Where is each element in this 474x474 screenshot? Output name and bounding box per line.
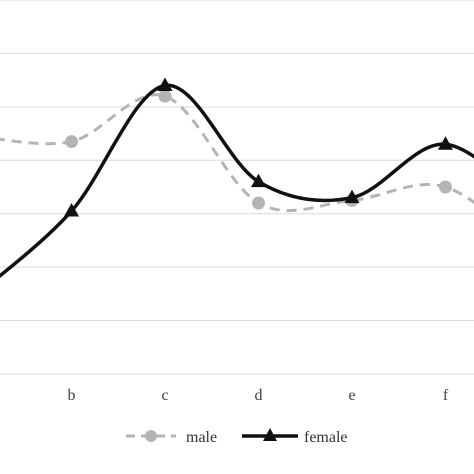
data-point-female <box>251 173 266 188</box>
series-line-female <box>0 83 474 279</box>
series-line-male <box>0 93 474 213</box>
data-point-male <box>158 89 172 103</box>
legend-female-marker <box>263 428 277 441</box>
series-male <box>0 89 474 213</box>
x-tick-label: b <box>68 387 76 404</box>
data-point-female <box>64 203 79 217</box>
x-axis-tick-labels: b c d e f <box>68 387 449 404</box>
data-point-male <box>65 135 78 149</box>
gridlines <box>0 0 474 375</box>
series-female <box>0 77 474 279</box>
legend-item-male: male <box>126 429 217 446</box>
data-point-female <box>157 77 173 91</box>
data-point-female <box>344 189 360 204</box>
x-tick-label: e <box>348 387 355 404</box>
data-point-male <box>252 196 265 210</box>
data-point-female <box>438 136 453 150</box>
legend-female-label: female <box>304 429 348 446</box>
x-tick-label: c <box>161 387 168 404</box>
x-tick-label: f <box>443 387 449 404</box>
legend: male female <box>126 428 348 446</box>
legend-male-marker <box>145 430 157 442</box>
legend-item-female: female <box>242 428 348 446</box>
x-tick-label: d <box>255 387 263 404</box>
legend-male-label: male <box>186 429 217 446</box>
data-point-male <box>439 180 452 194</box>
series-layer <box>0 77 474 279</box>
